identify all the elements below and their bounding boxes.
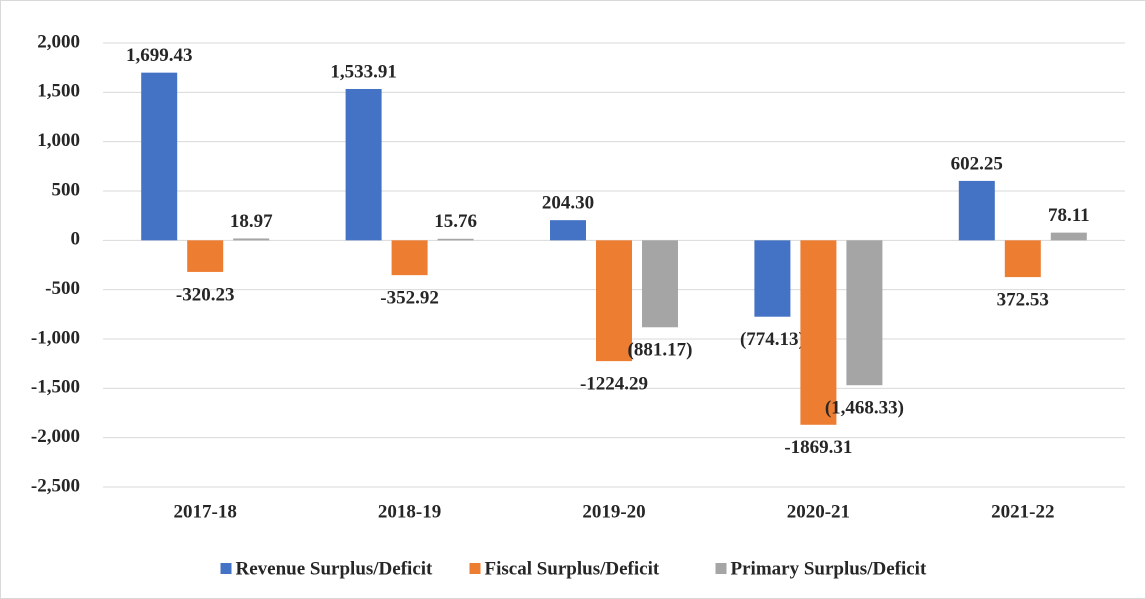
legend-label: Revenue Surplus/Deficit bbox=[236, 558, 434, 579]
bar bbox=[958, 180, 995, 241]
data-label: -352.92 bbox=[380, 288, 439, 309]
y-tick-label: 1,500 bbox=[37, 81, 80, 102]
data-label: -1869.31 bbox=[784, 437, 852, 458]
bar bbox=[754, 240, 791, 317]
x-tick-label: 2018-19 bbox=[378, 501, 441, 522]
bar bbox=[642, 240, 678, 328]
y-tick-label: 500 bbox=[52, 179, 81, 200]
bar bbox=[141, 72, 178, 241]
data-label: 1,533.91 bbox=[330, 61, 397, 82]
bar bbox=[1004, 240, 1041, 278]
data-label: -320.23 bbox=[176, 284, 235, 305]
data-label: 1,699.43 bbox=[126, 45, 193, 66]
bar bbox=[391, 240, 428, 276]
x-tick-label: 2020-21 bbox=[787, 501, 850, 522]
bar bbox=[437, 238, 474, 241]
x-tick-label: 2021-22 bbox=[991, 501, 1054, 522]
bar bbox=[187, 240, 224, 272]
bar bbox=[550, 220, 586, 241]
data-label: 18.97 bbox=[230, 211, 273, 232]
y-tick-label: -2,000 bbox=[31, 426, 80, 447]
bar bbox=[846, 240, 883, 386]
data-label: (774.13) bbox=[740, 329, 805, 350]
y-tick-label: 2,000 bbox=[37, 31, 80, 52]
legend-swatch bbox=[469, 563, 481, 574]
data-label: 602.25 bbox=[951, 153, 1003, 174]
bar bbox=[596, 240, 632, 362]
y-tick-label: 1,000 bbox=[37, 130, 80, 151]
data-label: 204.30 bbox=[542, 193, 594, 214]
data-label: 78.11 bbox=[1048, 205, 1090, 226]
bar bbox=[1050, 232, 1087, 241]
data-label: (881.17) bbox=[628, 340, 693, 361]
data-label: -1224.29 bbox=[580, 373, 648, 394]
y-tick-label: -1,000 bbox=[31, 327, 80, 348]
legend-label: Primary Surplus/Deficit bbox=[731, 558, 927, 579]
bar bbox=[800, 240, 837, 425]
bar bbox=[345, 88, 382, 241]
x-tick-label: 2019-20 bbox=[582, 501, 645, 522]
bar bbox=[233, 238, 270, 241]
y-tick-label: -1,500 bbox=[31, 377, 80, 398]
y-tick-label: -500 bbox=[45, 278, 80, 299]
data-label: 372.53 bbox=[997, 289, 1049, 310]
data-label: (1,468.33) bbox=[825, 398, 904, 419]
legend-swatch bbox=[715, 563, 727, 574]
legend-swatch bbox=[220, 563, 232, 574]
legend-label: Fiscal Surplus/Deficit bbox=[485, 558, 660, 579]
y-tick-label: -2,500 bbox=[31, 475, 80, 496]
x-tick-label: 2017-18 bbox=[174, 501, 237, 522]
data-label: 15.76 bbox=[434, 211, 477, 232]
y-tick-label: 0 bbox=[71, 229, 81, 250]
